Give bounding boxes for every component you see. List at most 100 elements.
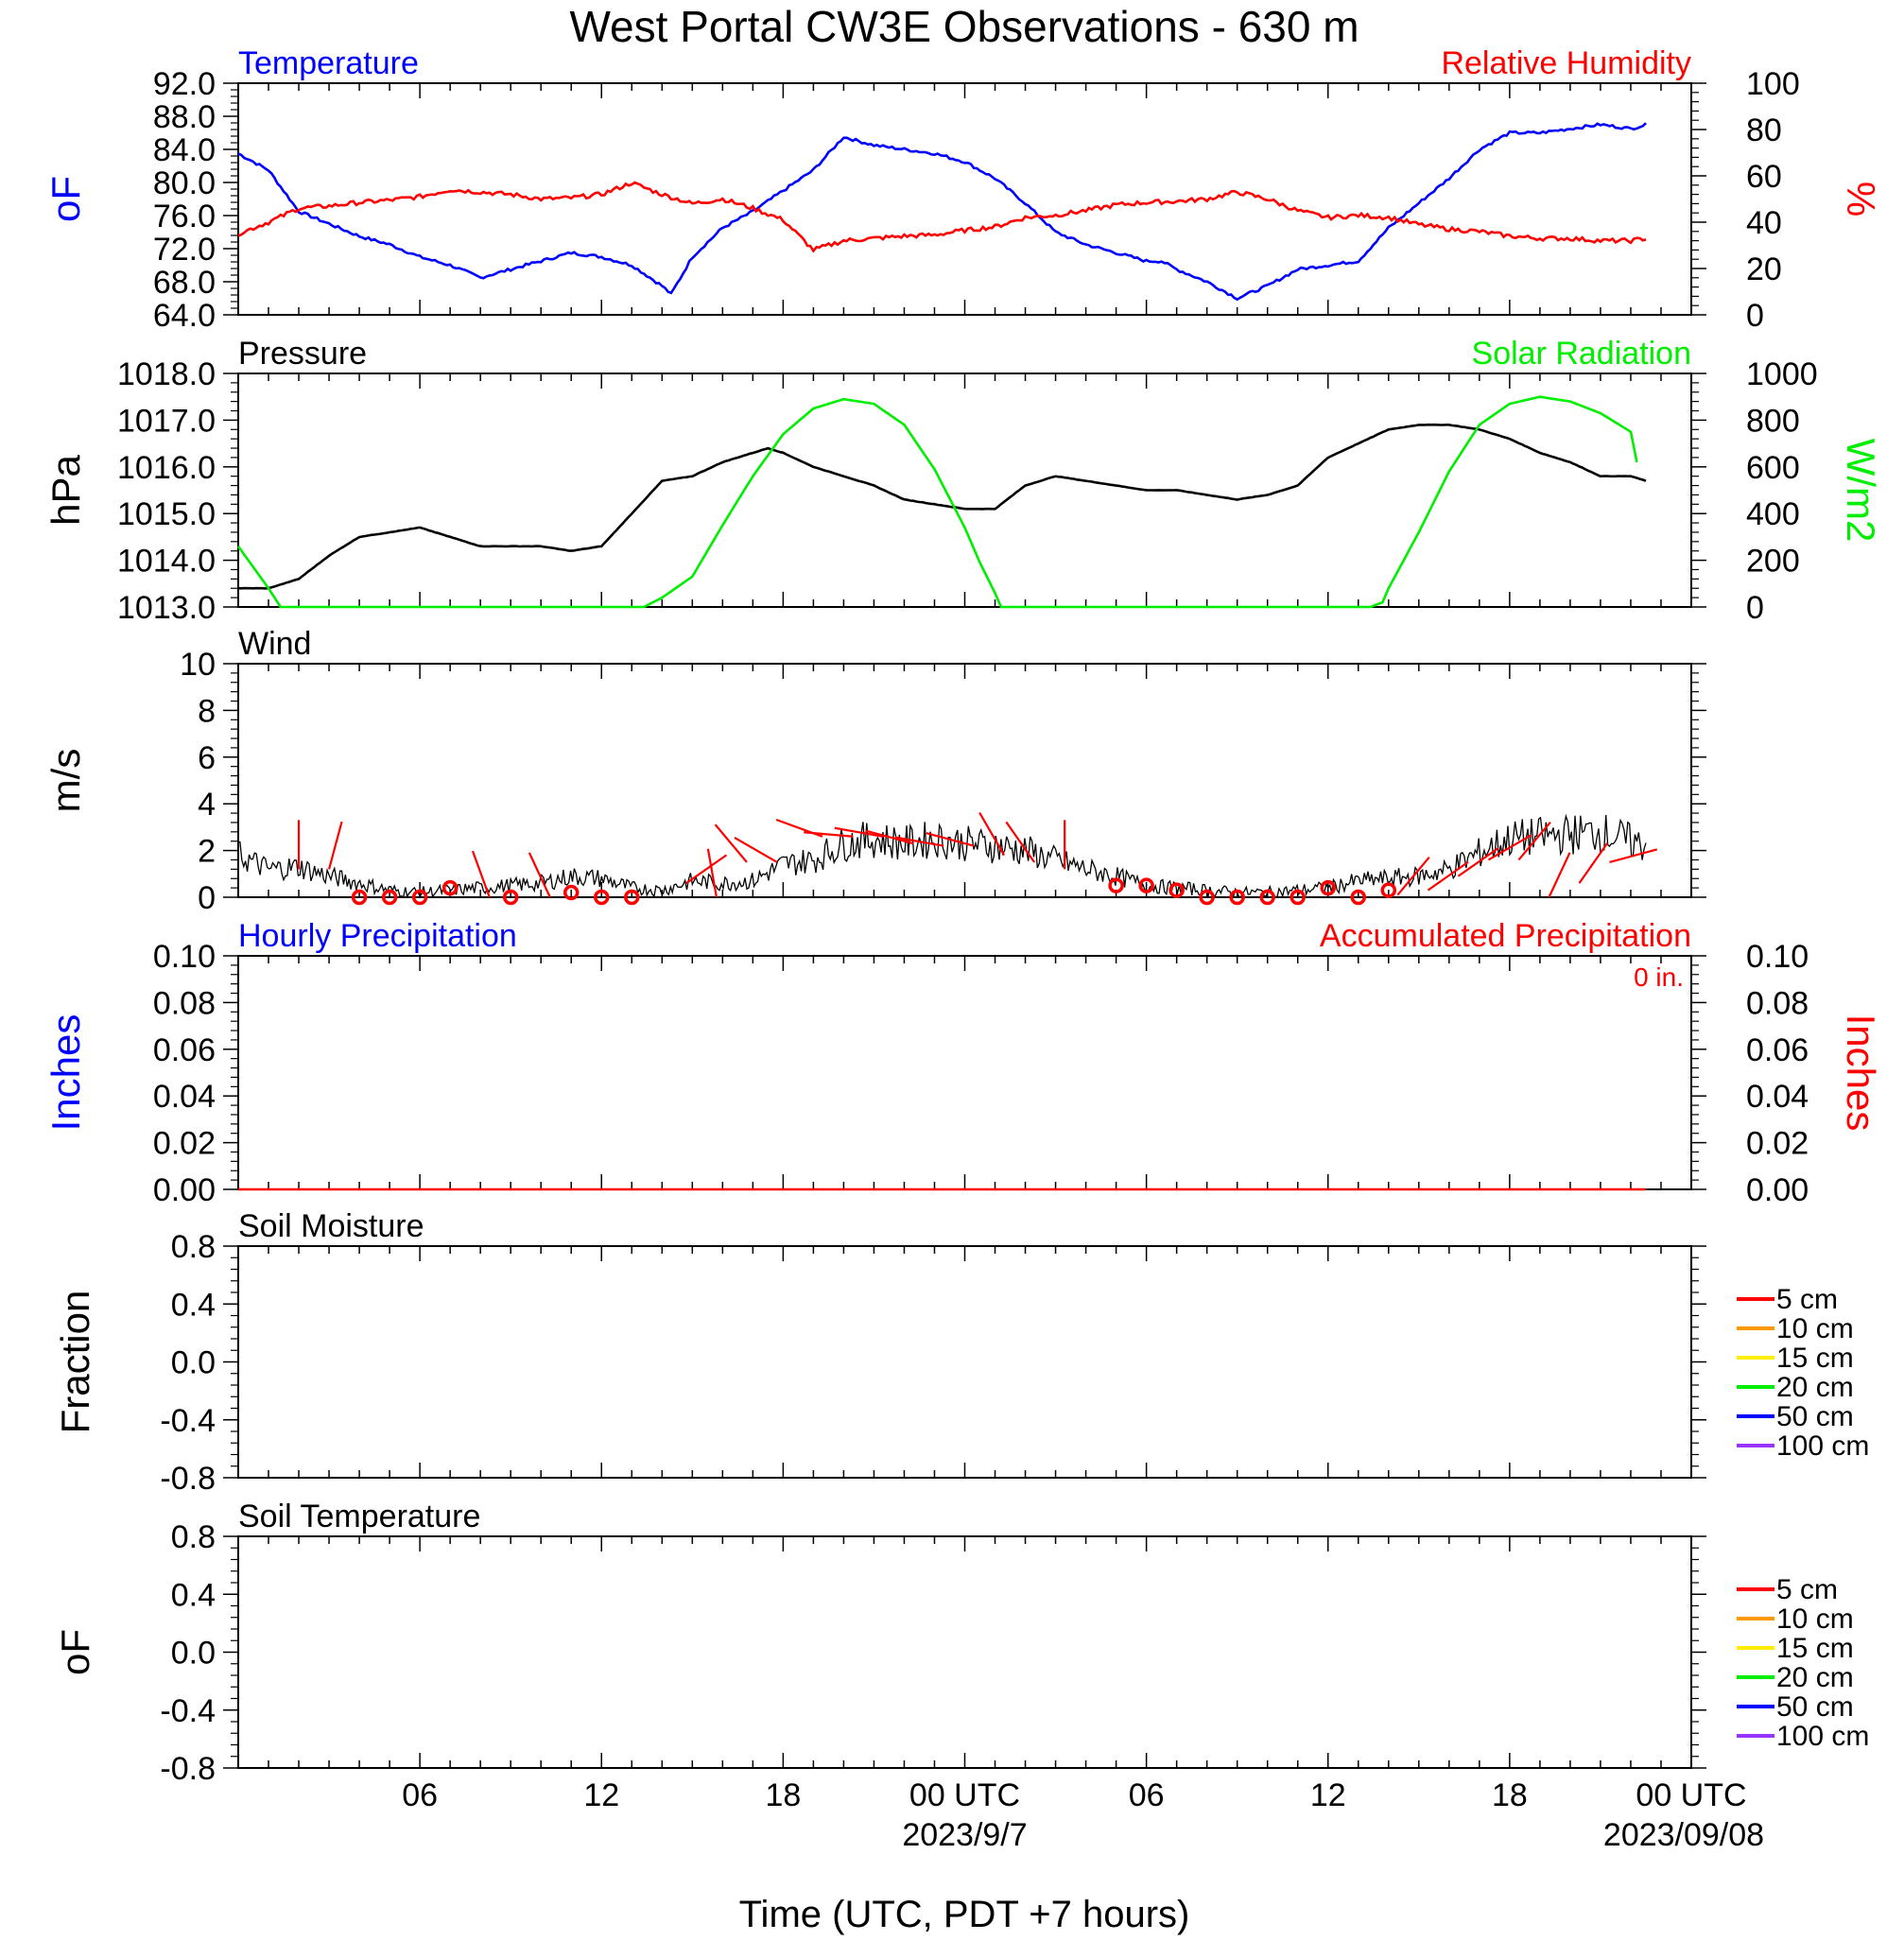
series-line [237, 423, 1647, 590]
panel-pressure-solar: 1018.0 1017.0 1016.0 1015.0 1014.0 1013.0 1000… [43, 336, 1883, 626]
wind-barb [1609, 848, 1658, 864]
panels: 92.088.084.080.076.072.068.064.010080604… [43, 45, 1883, 1787]
y-tick-label-left: 72.0 [153, 232, 216, 268]
y-tick-label-left: 68.0 [153, 265, 216, 301]
wind-barb [706, 848, 718, 898]
calm-wind-marker [1168, 882, 1185, 898]
x-tick-label: 00 UTC [1636, 1777, 1746, 1813]
legend-label: 50 cm [1776, 1691, 1854, 1723]
x-axis-label: Time (UTC, PDT +7 hours) [739, 1894, 1190, 1935]
y-axis-label-left: oF [43, 176, 88, 222]
series-line [237, 181, 1647, 253]
y-tick-label-right: 600 [1746, 450, 1800, 486]
wind-barb [1487, 834, 1532, 861]
y-tick-label-left: 0 [198, 880, 216, 916]
y-tick-label-left: -0.8 [160, 1751, 216, 1787]
wind-barb [471, 850, 491, 898]
legend-label: 20 cm [1776, 1372, 1854, 1403]
y-tick-label-left: 0.0 [171, 1636, 216, 1672]
legend-label: 50 cm [1776, 1401, 1854, 1432]
y-tick-label-left: 0.04 [153, 1079, 216, 1115]
x-tick-label: 06 [402, 1777, 438, 1813]
panel-soil-moisture: 0.8 0.4 0.0 -0.4 -0.8 Soil Moisture Fraction 5 … [53, 1208, 1869, 1497]
y-tick-label-left: 0.10 [153, 939, 216, 975]
panel-frame [237, 955, 1692, 1190]
panel-title-right: Accumulated Precipitation [1320, 918, 1691, 954]
panel-wind: 10 8 6 4 2 0 Wind m/s [43, 626, 1706, 916]
y-tick-label-left: 0.00 [153, 1172, 216, 1208]
legend-label: 15 cm [1776, 1633, 1854, 1664]
wind-barb [1427, 860, 1469, 892]
series-line [237, 122, 1647, 302]
y-tick-label-right: 0.04 [1746, 1079, 1809, 1115]
y-tick-label-right: 0.08 [1746, 985, 1809, 1021]
y-tick-label-left: -0.4 [160, 1403, 216, 1439]
panel-title-left: Pressure [238, 336, 367, 372]
wind-barb [978, 811, 1006, 857]
y-tick-label-right: 200 [1746, 544, 1800, 580]
y-tick-label-left: 6 [198, 740, 216, 776]
y-axis-label-right: W/m2 [1839, 439, 1883, 543]
panel-frame [237, 82, 1692, 316]
accumulated-total: 0 in. [1634, 962, 1684, 992]
y-axis-label-left: Fraction [53, 1291, 97, 1434]
y-tick-label-left: 2 [198, 834, 216, 870]
wind-barb [714, 823, 748, 863]
panel-frame [237, 663, 1692, 898]
panel-precipitation: 0.10 0.08 0.06 0.04 0.02 0.00 0.10 0.08 0.06 0.04… [43, 918, 1883, 1208]
legend-label: 10 cm [1776, 1313, 1854, 1344]
y-tick-label-left: 8 [198, 693, 216, 729]
y-axis-label-left: Inches [43, 1014, 88, 1132]
panel-frame [237, 1535, 1692, 1769]
y-tick-label-left: 0.8 [171, 1519, 216, 1555]
y-tick-label-left: 0.02 [153, 1126, 216, 1162]
y-axis-label-right: % [1839, 182, 1883, 217]
calm-wind-marker [381, 889, 398, 906]
wind-barb [865, 829, 914, 845]
wind-barb [685, 854, 728, 885]
y-tick-label-left: 1015.0 [117, 496, 216, 532]
series-line [236, 395, 1638, 609]
y-tick-label-left: 88.0 [153, 99, 216, 135]
y-tick-label-left: 1013.0 [117, 590, 216, 626]
y-tick-label-right: 40 [1746, 205, 1782, 241]
wind-barb [834, 826, 884, 838]
panel-frame [237, 373, 1692, 608]
panel-title-left: Soil Moisture [238, 1208, 424, 1244]
y-tick-label-right: 60 [1746, 159, 1782, 195]
y-tick-label-right: 0 [1746, 590, 1764, 626]
calm-wind-marker [1290, 889, 1306, 906]
x-tick-label: 06 [1129, 1777, 1165, 1813]
x-tick-label: 12 [583, 1777, 619, 1813]
y-axis-label-left: hPa [43, 454, 88, 525]
x-date-label: 2023/09/08 [1603, 1817, 1764, 1853]
y-tick-label-right: 0.06 [1746, 1032, 1809, 1068]
y-tick-label-left: 1018.0 [117, 356, 216, 392]
calm-wind-marker [1108, 877, 1124, 893]
panel-title-right: Relative Humidity [1441, 45, 1691, 81]
wind-barb [734, 836, 778, 863]
calm-wind-marker [1320, 879, 1336, 896]
calm-wind-marker [594, 889, 610, 906]
panel-title-right: Solar Radiation [1472, 336, 1691, 372]
legend-label: 20 cm [1776, 1662, 1854, 1693]
calm-wind-marker [1350, 889, 1367, 906]
y-axis-label-right: Inches [1839, 1014, 1883, 1132]
wind-barb [1396, 856, 1430, 896]
wind-barb [1548, 852, 1571, 898]
calm-wind-marker [1380, 882, 1397, 898]
wind-barb [804, 831, 854, 838]
panel-title-left: Hourly Precipitation [238, 918, 517, 954]
x-tick-label: 18 [1492, 1777, 1528, 1813]
y-tick-label-right: 400 [1746, 496, 1800, 532]
y-tick-label-left: 76.0 [153, 199, 216, 234]
wind-barb [1005, 821, 1036, 863]
calm-wind-marker [1199, 889, 1215, 906]
y-tick-label-left: -0.4 [160, 1693, 216, 1729]
legend-label: 5 cm [1776, 1574, 1838, 1605]
y-tick-label-left: 0.4 [171, 1287, 216, 1323]
wind-barb [1457, 847, 1499, 877]
y-tick-label-left: 10 [180, 647, 216, 683]
x-tick-label: 18 [765, 1777, 801, 1813]
